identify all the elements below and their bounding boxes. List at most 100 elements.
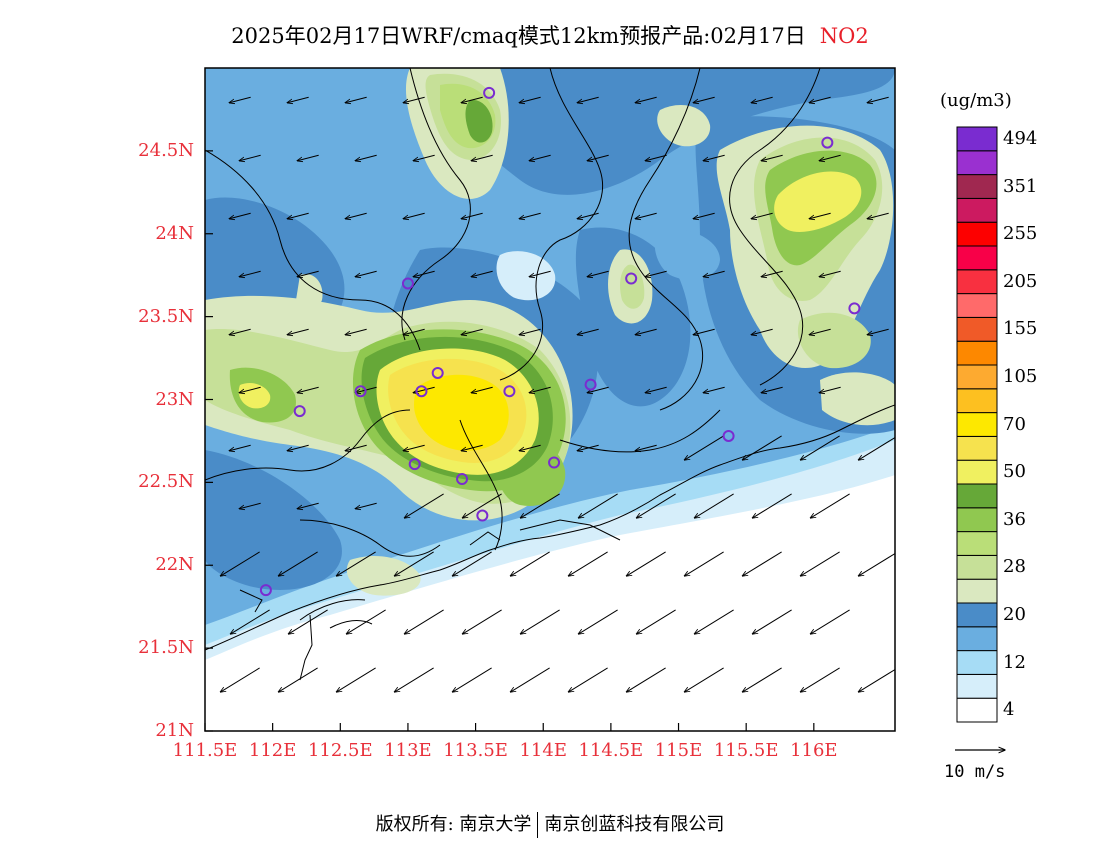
colorbar-swatch: [956, 507, 998, 533]
colorbar-swatch: [956, 197, 998, 223]
colorbar-label: 255: [1003, 223, 1038, 245]
wind-arrow: [751, 96, 773, 102]
wind-arrow: [587, 386, 609, 392]
wind-arrow: [452, 551, 492, 576]
station-marker: [722, 429, 735, 442]
wind-arrow: [626, 551, 666, 576]
colorbar-swatch: [956, 531, 998, 556]
wind-arrow: [229, 328, 251, 334]
wind-arrow: [462, 609, 502, 634]
wind-arrow: [355, 502, 377, 508]
wind-arrow: [404, 493, 444, 518]
colorbar-swatch: [956, 388, 998, 414]
colorbar-swatch: [956, 412, 998, 437]
colorbar-swatch: [956, 697, 998, 723]
wind-arrow: [809, 328, 831, 334]
lat-tick-label: 22.5N: [138, 471, 194, 493]
wind-arrow: [577, 212, 599, 218]
wind-arrow: [742, 435, 782, 460]
wind-arrow: [239, 154, 261, 160]
colorbar-label: 105: [1003, 365, 1038, 387]
wind-arrow: [635, 96, 657, 102]
station-marker: [584, 378, 597, 391]
colorbar-swatch: [956, 269, 998, 295]
colorbar-label: 20: [1003, 603, 1026, 625]
wind-arrow: [684, 551, 724, 576]
wind-arrow: [742, 551, 782, 576]
colorbar-label: 351: [1003, 175, 1038, 197]
wind-arrow: [336, 667, 376, 692]
chart-title: 2025年02月17日WRF/cmaq模式12km预报产品:02月17日 NO2: [0, 20, 1100, 50]
wind-arrow: [239, 270, 261, 276]
lat-tick-label: 21.5N: [138, 637, 194, 659]
wind-arrow: [297, 502, 319, 508]
wind-arrow: [867, 212, 889, 218]
wind-arrow: [693, 328, 715, 334]
station-marker: [848, 302, 861, 315]
colorbar-label: 155: [1003, 318, 1038, 340]
colorbar-swatch: [956, 459, 998, 485]
wind-arrow: [684, 667, 724, 692]
wind-arrow: [761, 386, 783, 392]
wind-arrow: [239, 386, 261, 392]
wind-arrow: [577, 328, 599, 334]
wind-arrow: [578, 609, 618, 634]
station-marker: [456, 473, 469, 486]
wind-arrow: [220, 667, 260, 692]
colorbar-swatch: [956, 364, 998, 390]
wind-arrow: [645, 386, 667, 392]
colorbar-swatch: [956, 578, 998, 604]
station-marker: [408, 458, 421, 471]
wind-arrow: [229, 96, 251, 102]
wind-arrow: [819, 154, 841, 160]
lon-tick-label: 115E: [654, 740, 703, 761]
wind-arrow: [858, 552, 895, 576]
wind-arrow: [278, 667, 318, 692]
station-marker: [503, 385, 516, 398]
wind-arrow: [510, 551, 550, 576]
colorbar-swatch: [956, 483, 998, 509]
colorbar-label: 494: [1003, 127, 1038, 149]
wind-arrow: [858, 436, 895, 460]
wind-arrow: [297, 386, 319, 392]
wind-arrow: [800, 435, 840, 460]
wind-arrow: [471, 270, 493, 276]
wind-arrow: [403, 212, 425, 218]
wind-arrow: [345, 212, 367, 218]
wind-arrow: [461, 96, 483, 102]
wind-arrow: [867, 96, 889, 102]
wind-arrow: [345, 96, 367, 102]
wind-arrow: [636, 609, 676, 634]
lon-tick-label: 114E: [519, 740, 567, 761]
wind-arrow: [462, 493, 502, 518]
colorbar-label: 4: [1003, 699, 1015, 721]
wind-arrow: [229, 212, 251, 218]
lon-tick-label: 112.5E: [307, 740, 373, 761]
colorbar-swatch: [956, 673, 998, 699]
wind-arrow: [461, 328, 483, 334]
station-marker: [625, 272, 638, 285]
wind-arrow: [278, 551, 318, 576]
wind-arrow: [742, 667, 782, 692]
wind-arrow: [287, 444, 309, 450]
wind-arrow: [345, 444, 367, 450]
wind-arrow: [577, 444, 599, 450]
title-main: 2025年02月17日WRF/cmaq模式12km预报产品:02月17日: [231, 24, 806, 48]
wind-arrow: [403, 328, 425, 334]
colorbar-unit: (ug/m3): [940, 90, 1012, 111]
colorbar-swatch: [956, 126, 998, 152]
lon-tick-label: 114.5E: [578, 740, 644, 761]
wind-arrow: [452, 667, 492, 692]
wind-arrow: [239, 502, 261, 508]
wind-arrow: [752, 609, 792, 634]
wind-arrow: [346, 609, 386, 634]
lat-tick-label: 23.5N: [138, 305, 194, 327]
wind-arrow: [635, 328, 657, 334]
wind-arrow: [635, 212, 657, 218]
colorbar-label: 36: [1003, 508, 1026, 530]
colorbar-label: 70: [1003, 413, 1026, 435]
coastline-boundaries: [205, 68, 895, 681]
station-marker: [354, 385, 367, 398]
wind-arrow: [810, 493, 850, 518]
colorbar-swatch: [956, 435, 998, 461]
